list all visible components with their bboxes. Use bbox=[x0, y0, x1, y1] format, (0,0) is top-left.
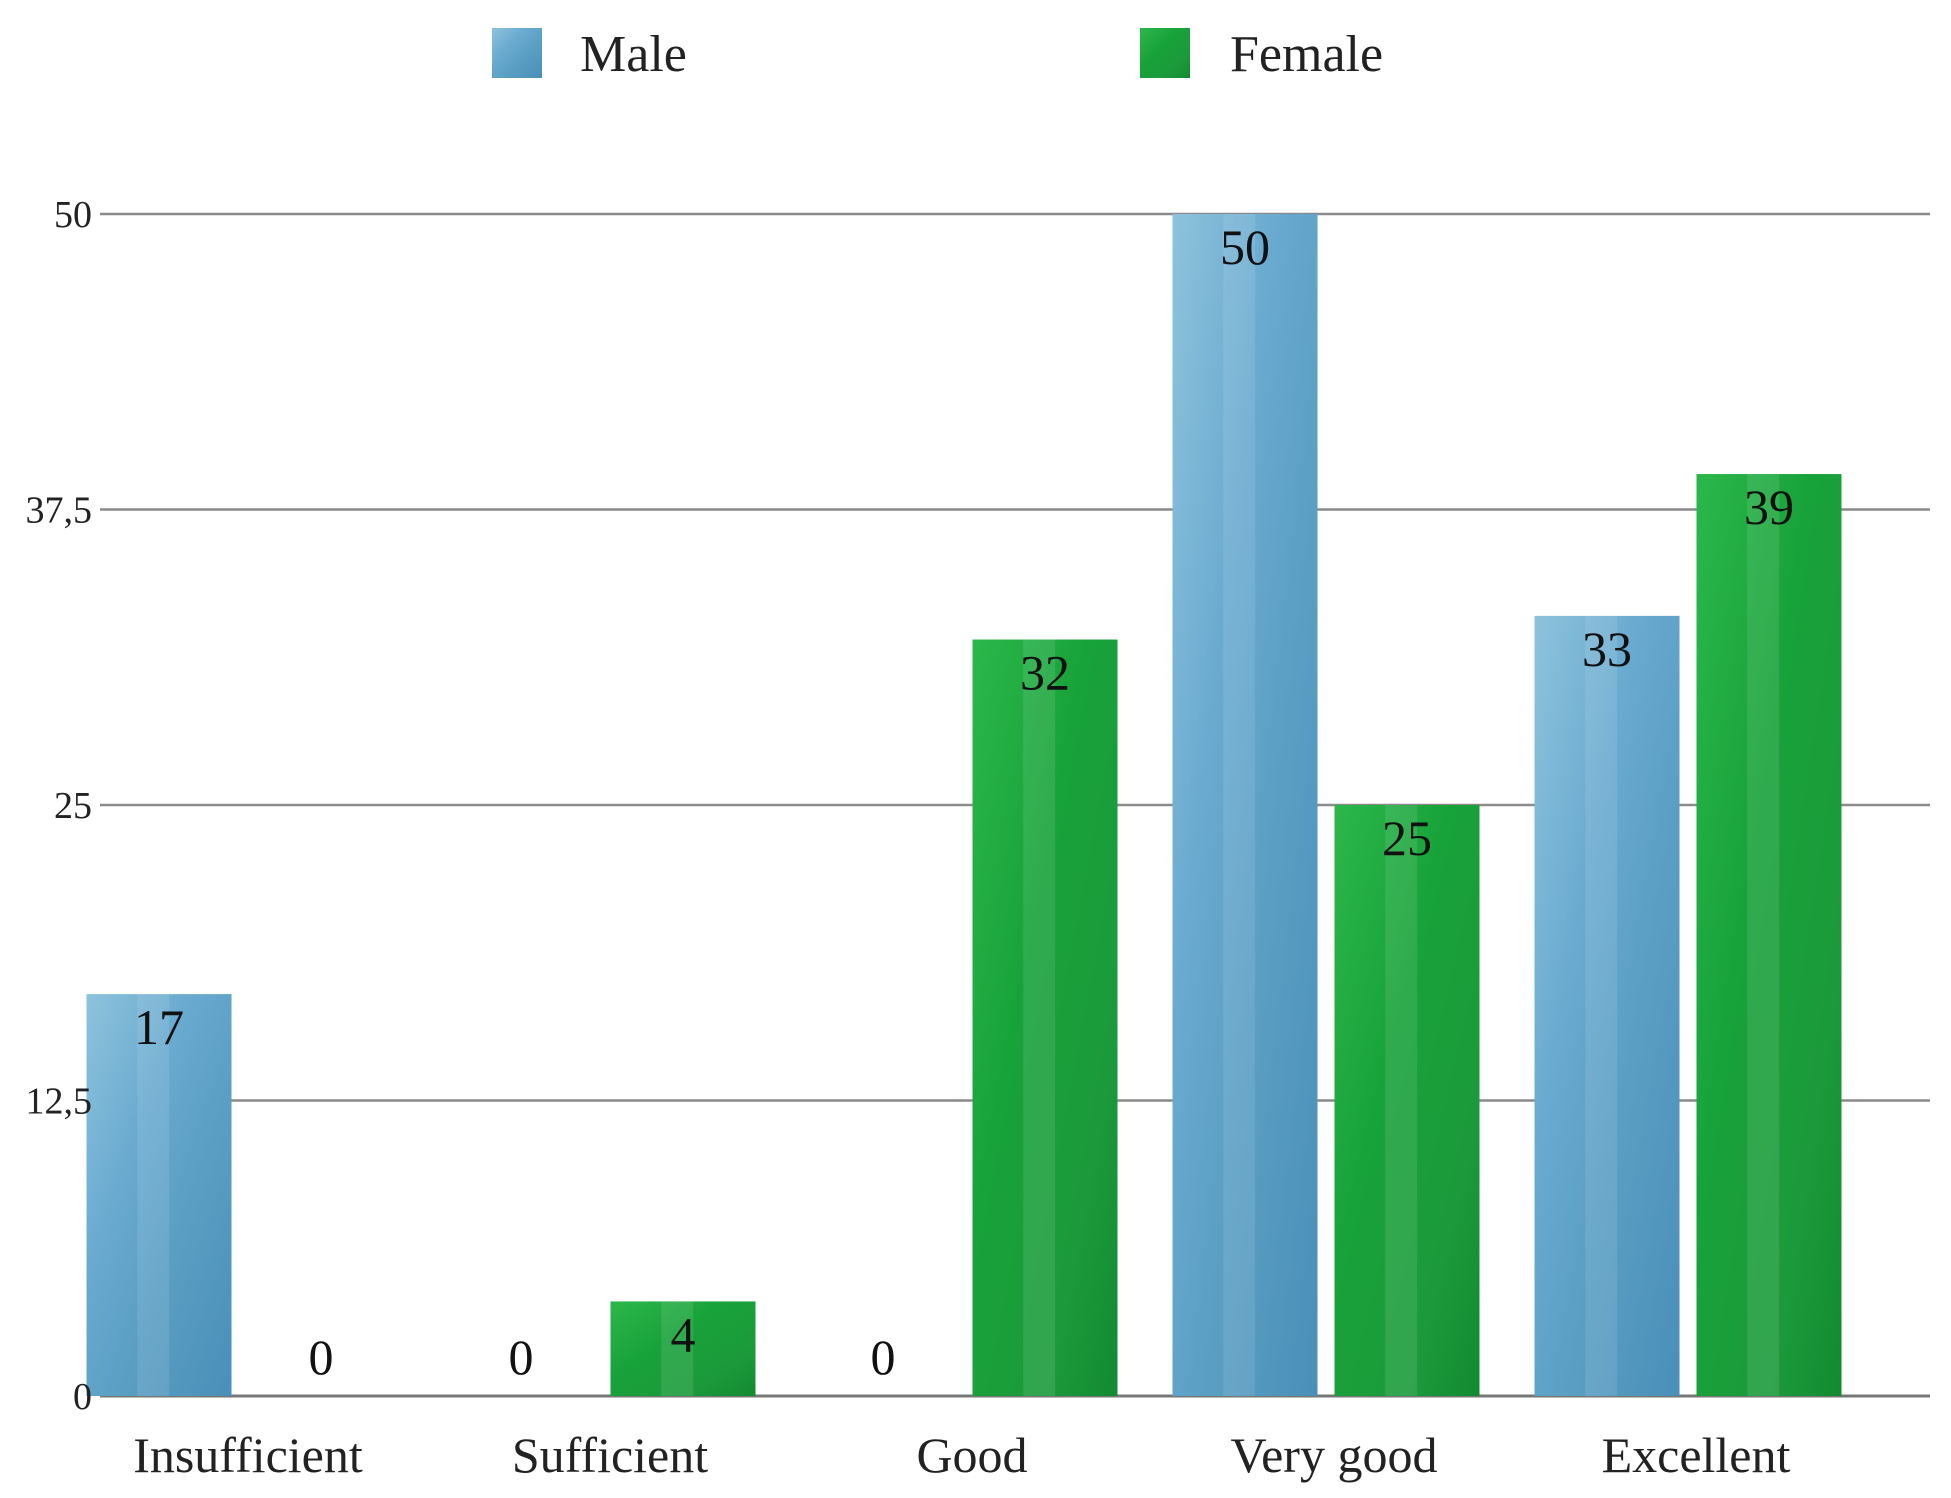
y-tick-label-37-5: 37,5 bbox=[26, 490, 93, 532]
data-label-male-insufficient: 17 bbox=[134, 999, 184, 1055]
y-tick-label-12-5: 12,5 bbox=[26, 1081, 93, 1123]
data-label-female-good: 32 bbox=[1020, 645, 1070, 701]
bar-male-very-good bbox=[1172, 214, 1318, 1396]
data-label-male-very-good: 50 bbox=[1220, 219, 1270, 275]
data-label-male-sufficient: 0 bbox=[509, 1329, 534, 1385]
legend-swatch-male bbox=[492, 28, 542, 78]
bar-highlight-male-insufficient bbox=[137, 994, 170, 1396]
bar-highlight-female-excellent bbox=[1747, 474, 1780, 1396]
y-tick-label-50: 50 bbox=[54, 194, 92, 236]
data-label-female-sufficient: 4 bbox=[671, 1306, 696, 1362]
bar-female-excellent bbox=[1696, 474, 1842, 1396]
y-tick-label-0: 0 bbox=[73, 1376, 92, 1418]
bar-male-excellent bbox=[1534, 615, 1680, 1396]
bar-male-insufficient bbox=[86, 994, 232, 1396]
x-tick-label-good: Good bbox=[916, 1427, 1027, 1483]
x-tick-label-sufficient: Sufficient bbox=[512, 1427, 708, 1483]
data-label-female-very-good: 25 bbox=[1382, 810, 1432, 866]
legend-label-male: Male bbox=[580, 26, 687, 83]
bar-highlight-female-good bbox=[1023, 639, 1056, 1396]
bar-highlight-female-sufficient bbox=[661, 1301, 694, 1396]
legend-swatch-female bbox=[1140, 28, 1190, 78]
bar-female-good bbox=[972, 639, 1118, 1396]
bar-highlight-male-very-good bbox=[1223, 214, 1256, 1396]
data-label-male-excellent: 33 bbox=[1582, 621, 1632, 677]
y-tick-label-25: 25 bbox=[54, 785, 92, 827]
data-label-male-good: 0 bbox=[871, 1329, 896, 1385]
x-tick-label-very-good: Very good bbox=[1231, 1427, 1438, 1483]
x-tick-label-insufficient: Insufficient bbox=[133, 1427, 363, 1483]
bar-female-very-good bbox=[1334, 805, 1480, 1396]
data-label-female-insufficient: 0 bbox=[309, 1329, 334, 1385]
x-tick-label-excellent: Excellent bbox=[1602, 1427, 1791, 1483]
bar-female-sufficient bbox=[610, 1301, 756, 1396]
data-label-female-excellent: 39 bbox=[1744, 479, 1794, 535]
bar-highlight-male-excellent bbox=[1585, 615, 1618, 1396]
legend-label-female: Female bbox=[1230, 26, 1383, 83]
bar-highlight-female-very-good bbox=[1385, 805, 1418, 1396]
